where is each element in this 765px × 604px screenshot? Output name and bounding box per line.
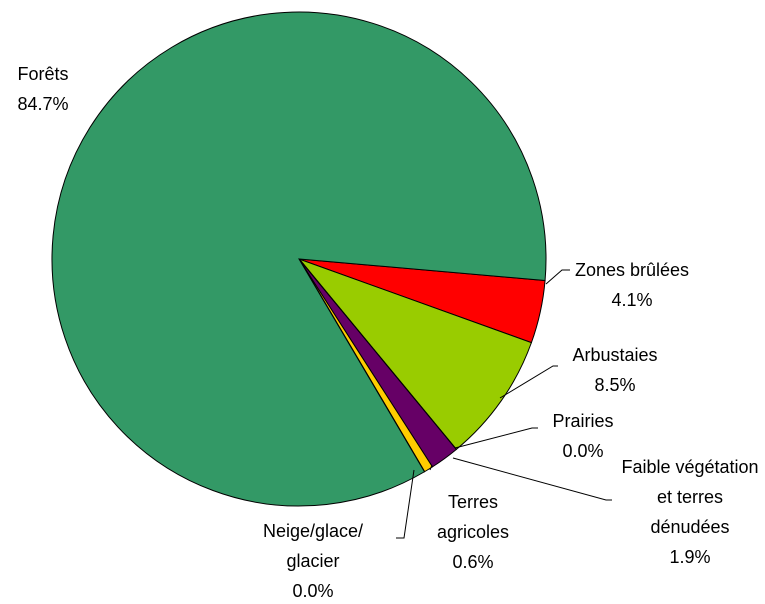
leader-line (499, 365, 558, 399)
category-label: Neige/glace/ glacier (262, 521, 364, 571)
category-label: Zones brûlées (574, 260, 690, 280)
slice-label: Terres agricoles 0.6% (423, 487, 523, 577)
leader-line (545, 269, 570, 285)
slice-label: Zones brûlées 4.1% (562, 255, 702, 315)
slice-label: Neige/glace/ glacier 0.0% (248, 516, 378, 604)
category-label: Terres agricoles (436, 492, 510, 542)
pie-slice (297, 257, 533, 451)
value-label: 0.6% (452, 552, 494, 572)
leader-line (396, 469, 415, 539)
category-label: Prairies (552, 411, 614, 431)
slice-label: Arbustaies 8.5% (555, 340, 675, 400)
leader-line (454, 427, 538, 449)
value-label: 0.0% (292, 581, 334, 601)
value-label: 4.1% (611, 290, 653, 310)
category-label: Faible végétation et terres dénudées (621, 457, 759, 537)
slice-label: Prairies 0.0% (528, 406, 638, 466)
category-label: Forêts (17, 64, 69, 84)
value-label: 84.7% (17, 94, 69, 114)
pie-slice (51, 11, 547, 507)
value-label: 8.5% (594, 375, 636, 395)
value-label: 0.0% (562, 441, 604, 461)
category-label: Arbustaies (572, 345, 658, 365)
leader-line (452, 457, 612, 501)
slice-label: Faible végétation et terres dénudées 1.9% (620, 452, 760, 572)
value-label: 1.9% (669, 547, 711, 567)
leader-line (429, 464, 433, 471)
slice-label: Forêts 84.7% (3, 59, 83, 119)
